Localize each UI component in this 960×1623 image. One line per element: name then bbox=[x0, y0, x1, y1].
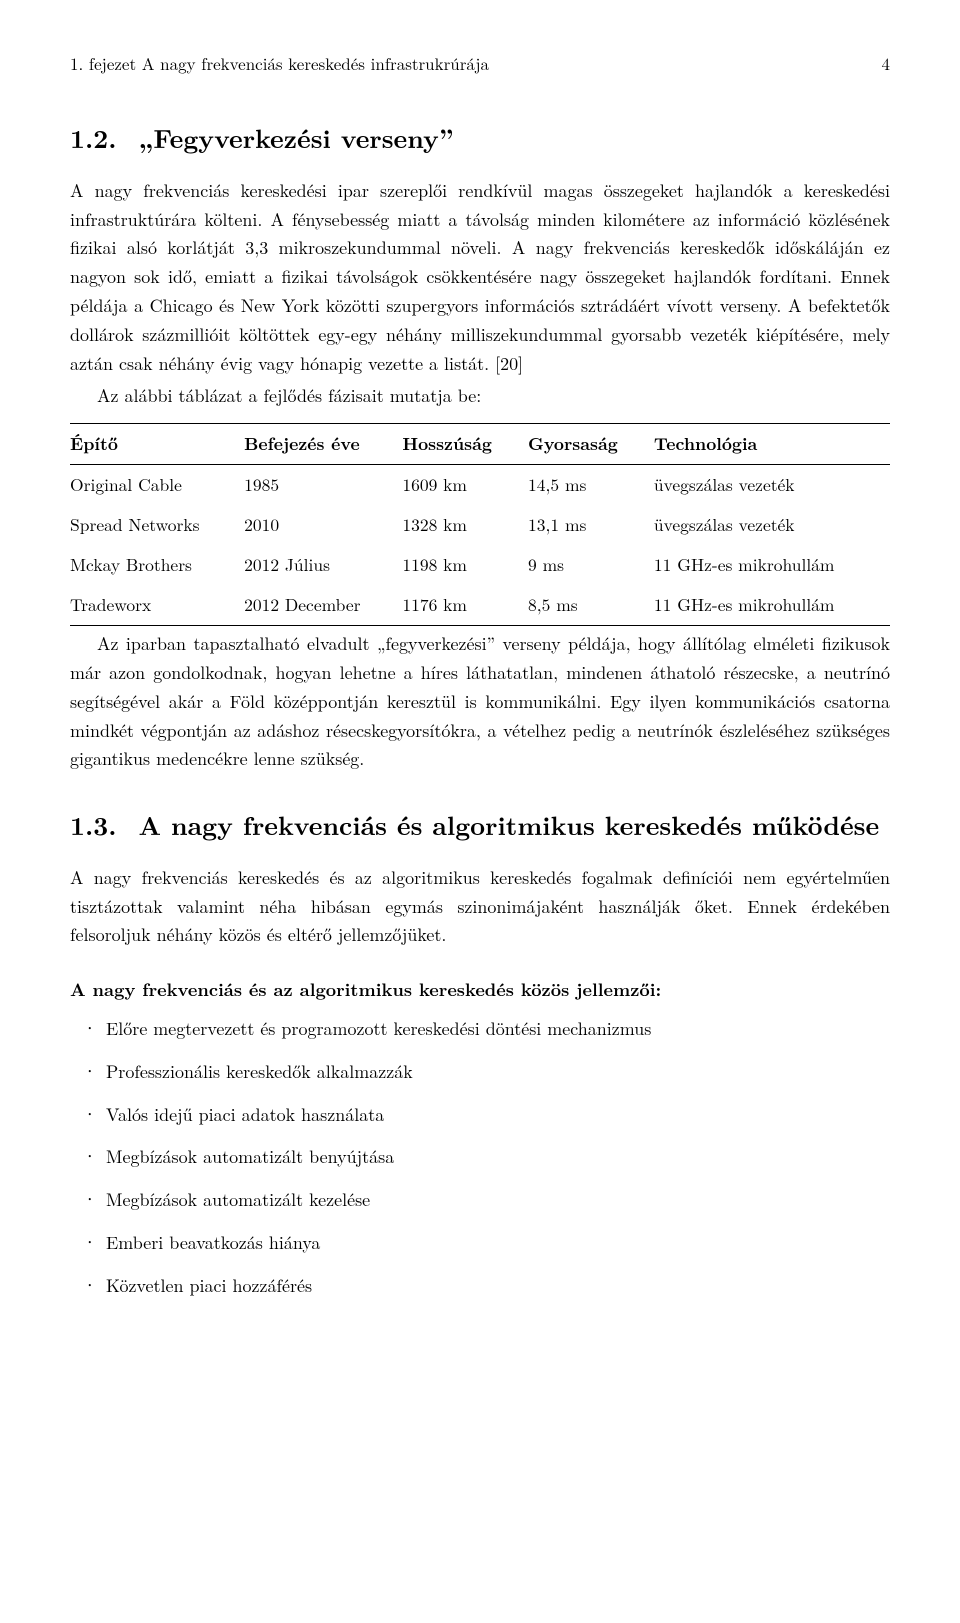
list-item: Megbízások automatizált benyújtása bbox=[106, 1143, 890, 1172]
section-number: 1.3. bbox=[70, 806, 117, 843]
list-item: Valós idejű piaci adatok használata bbox=[106, 1101, 890, 1130]
table-header: Hosszúság bbox=[402, 424, 528, 465]
table-header: Technológia bbox=[654, 424, 890, 465]
table-cell: 2010 bbox=[244, 505, 402, 545]
table-row: Original Cable 1985 1609 km 14,5 ms üveg… bbox=[70, 465, 890, 506]
table-cell: Tradeworx bbox=[70, 585, 244, 626]
table-cell: 2012 Július bbox=[244, 545, 402, 585]
section-1-2-paragraph-1: A nagy frekvenciás kereskedési ipar szer… bbox=[70, 177, 890, 379]
table-cell: 11 GHz-es mikrohullám bbox=[654, 545, 890, 585]
table-header: Gyorsaság bbox=[528, 424, 654, 465]
table-cell: 8,5 ms bbox=[528, 585, 654, 626]
table-header: Építő bbox=[70, 424, 244, 465]
table-cell: Mckay Brothers bbox=[70, 545, 244, 585]
table-cell: Original Cable bbox=[70, 465, 244, 506]
section-1-2-title: 1.2. Fegyverkezési verseny bbox=[70, 117, 890, 159]
table-cell: 1328 km bbox=[402, 505, 528, 545]
section-1-3-title: 1.3. A nagy frekvenciás és algoritmikus … bbox=[70, 804, 890, 846]
list-item: Professzionális kereskedők alkalmazzák bbox=[106, 1058, 890, 1087]
post-table-paragraph: Az iparban tapasztalható elvadult „fegyv… bbox=[70, 630, 890, 774]
section-title-text: Fegyverkezési verseny bbox=[138, 119, 453, 156]
list-item: Emberi beavatkozás hiánya bbox=[106, 1229, 890, 1258]
table-row: Mckay Brothers 2012 Július 1198 km 9 ms … bbox=[70, 545, 890, 585]
table-cell: 1198 km bbox=[402, 545, 528, 585]
list-item: Megbízások automatizált kezelése bbox=[106, 1186, 890, 1215]
common-features-heading: A nagy frekvenciás és az algoritmikus ke… bbox=[70, 976, 890, 1005]
table-cell: üvegszálas vezeték bbox=[654, 465, 890, 506]
common-features-list: Előre megtervezett és programozott keres… bbox=[70, 1015, 890, 1301]
running-header-page-number: 4 bbox=[882, 50, 891, 77]
table-cell: 14,5 ms bbox=[528, 465, 654, 506]
table-cell: Spread Networks bbox=[70, 505, 244, 545]
section-1-3-paragraph-1: A nagy frekvenciás kereskedés és az algo… bbox=[70, 864, 890, 950]
table-cell: 9 ms bbox=[528, 545, 654, 585]
table-cell: 11 GHz-es mikrohullám bbox=[654, 585, 890, 626]
latency-table: Építő Befejezés éve Hosszúság Gyorsaság … bbox=[70, 423, 890, 626]
table-cell: 1609 km bbox=[402, 465, 528, 506]
table-cell: 1985 bbox=[244, 465, 402, 506]
table-header: Befejezés éve bbox=[244, 424, 402, 465]
section-1-2-paragraph-2: Az alábbi táblázat a fejlődés fázisait m… bbox=[70, 382, 890, 411]
table-cell: 13,1 ms bbox=[528, 505, 654, 545]
section-number: 1.2. bbox=[70, 119, 117, 156]
section-title-text: A nagy frekvenciás és algoritmikus keres… bbox=[138, 806, 879, 843]
table-cell: üvegszálas vezeték bbox=[654, 505, 890, 545]
list-item: Közvetlen piaci hozzáférés bbox=[106, 1272, 890, 1301]
table-row: Spread Networks 2010 1328 km 13,1 ms üve… bbox=[70, 505, 890, 545]
table-header-row: Építő Befejezés éve Hosszúság Gyorsaság … bbox=[70, 424, 890, 465]
table-cell: 1176 km bbox=[402, 585, 528, 626]
table-row: Tradeworx 2012 December 1176 km 8,5 ms 1… bbox=[70, 585, 890, 626]
list-item: Előre megtervezett és programozott keres… bbox=[106, 1015, 890, 1044]
running-header: 1. fejezet A nagy frekvenciás kereskedés… bbox=[70, 50, 890, 77]
running-header-left: 1. fejezet A nagy frekvenciás kereskedés… bbox=[70, 50, 489, 77]
table-cell: 2012 December bbox=[244, 585, 402, 626]
